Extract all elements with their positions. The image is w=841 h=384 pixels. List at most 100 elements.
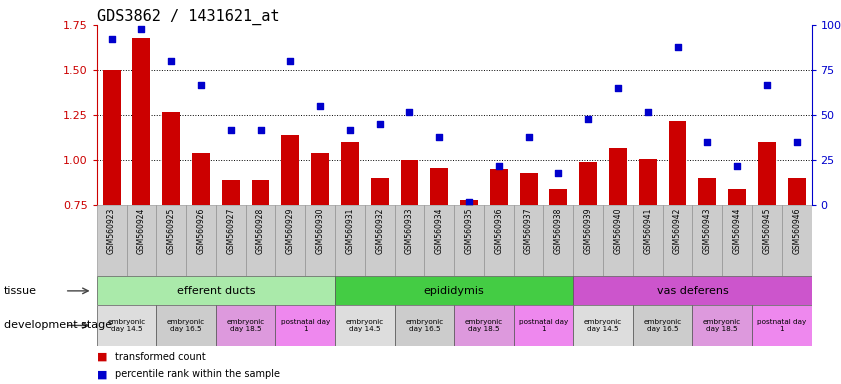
Point — [194, 81, 208, 88]
Bar — [156, 305, 216, 346]
Bar — [603, 205, 632, 276]
Bar — [574, 305, 632, 346]
Bar — [782, 205, 812, 276]
Text: GSM560935: GSM560935 — [464, 208, 473, 254]
Point — [432, 134, 446, 140]
Bar — [663, 205, 692, 276]
Point — [165, 58, 178, 64]
Text: GSM560939: GSM560939 — [584, 208, 593, 254]
Bar — [311, 153, 329, 341]
Text: GSM560936: GSM560936 — [495, 208, 503, 254]
Bar — [752, 305, 812, 346]
Text: GSM560928: GSM560928 — [256, 208, 265, 254]
Bar — [520, 173, 537, 341]
Bar — [394, 305, 454, 346]
Text: tissue: tissue — [4, 286, 37, 296]
Bar — [97, 276, 335, 305]
Bar — [639, 159, 657, 341]
Text: postnatal day
1: postnatal day 1 — [281, 319, 330, 332]
Text: GSM560941: GSM560941 — [643, 208, 653, 254]
Text: vas deferens: vas deferens — [657, 286, 728, 296]
Text: GSM560934: GSM560934 — [435, 208, 444, 254]
Text: GSM560924: GSM560924 — [137, 208, 145, 254]
Bar — [186, 205, 216, 276]
Bar — [282, 135, 299, 341]
Text: ■: ■ — [97, 352, 107, 362]
Text: GSM560945: GSM560945 — [763, 208, 771, 254]
Point — [224, 127, 237, 133]
Point — [760, 81, 774, 88]
Bar — [132, 38, 151, 341]
Point — [641, 109, 654, 115]
Text: GSM560944: GSM560944 — [733, 208, 742, 254]
Bar — [579, 162, 597, 341]
Bar — [788, 178, 806, 341]
Point — [671, 43, 685, 50]
Bar — [162, 112, 180, 341]
Bar — [574, 276, 812, 305]
Bar — [460, 200, 478, 341]
Bar — [514, 305, 574, 346]
Bar — [431, 167, 448, 341]
Bar — [371, 178, 389, 341]
Point — [314, 103, 327, 109]
Bar — [574, 205, 603, 276]
Bar — [305, 205, 335, 276]
Bar — [400, 161, 418, 341]
Text: GSM560940: GSM560940 — [613, 208, 622, 254]
Point — [105, 36, 119, 43]
Text: postnatal day
1: postnatal day 1 — [519, 319, 569, 332]
Point — [254, 127, 267, 133]
Text: embryonic
day 14.5: embryonic day 14.5 — [108, 319, 145, 332]
Text: GSM560927: GSM560927 — [226, 208, 235, 254]
Text: postnatal day
1: postnatal day 1 — [757, 319, 807, 332]
Text: embryonic
day 16.5: embryonic day 16.5 — [643, 319, 682, 332]
Bar — [216, 205, 246, 276]
Point — [522, 134, 536, 140]
Text: efferent ducts: efferent ducts — [177, 286, 255, 296]
Text: embryonic
day 18.5: embryonic day 18.5 — [465, 319, 503, 332]
Bar — [335, 305, 394, 346]
Point — [403, 109, 416, 115]
Bar — [752, 205, 782, 276]
Point — [730, 163, 743, 169]
Bar — [251, 180, 269, 341]
Text: development stage: development stage — [4, 320, 113, 331]
Bar — [222, 180, 240, 341]
Bar — [454, 205, 484, 276]
Text: GSM560930: GSM560930 — [315, 208, 325, 254]
Text: GSM560932: GSM560932 — [375, 208, 384, 254]
Bar — [275, 305, 335, 346]
Bar — [97, 205, 126, 276]
Bar — [543, 205, 574, 276]
Bar — [365, 205, 394, 276]
Bar — [335, 276, 574, 305]
Bar — [698, 178, 717, 341]
Text: GSM560943: GSM560943 — [703, 208, 711, 254]
Text: GSM560933: GSM560933 — [405, 208, 414, 254]
Bar — [514, 205, 543, 276]
Bar — [394, 205, 425, 276]
Point — [373, 121, 386, 127]
Text: epididymis: epididymis — [424, 286, 484, 296]
Bar — [246, 205, 275, 276]
Bar — [216, 305, 275, 346]
Point — [611, 85, 625, 91]
Bar — [758, 142, 775, 341]
Bar — [692, 305, 752, 346]
Bar — [484, 205, 514, 276]
Bar — [341, 142, 359, 341]
Bar — [632, 305, 692, 346]
Point — [463, 199, 476, 205]
Bar — [722, 205, 752, 276]
Text: GSM560938: GSM560938 — [554, 208, 563, 254]
Point — [581, 116, 595, 122]
Point — [701, 139, 714, 145]
Point — [343, 127, 357, 133]
Point — [135, 25, 148, 31]
Bar — [632, 205, 663, 276]
Text: percentile rank within the sample: percentile rank within the sample — [115, 369, 280, 379]
Text: GSM560946: GSM560946 — [792, 208, 801, 254]
Text: embryonic
day 14.5: embryonic day 14.5 — [584, 319, 622, 332]
Point — [492, 163, 505, 169]
